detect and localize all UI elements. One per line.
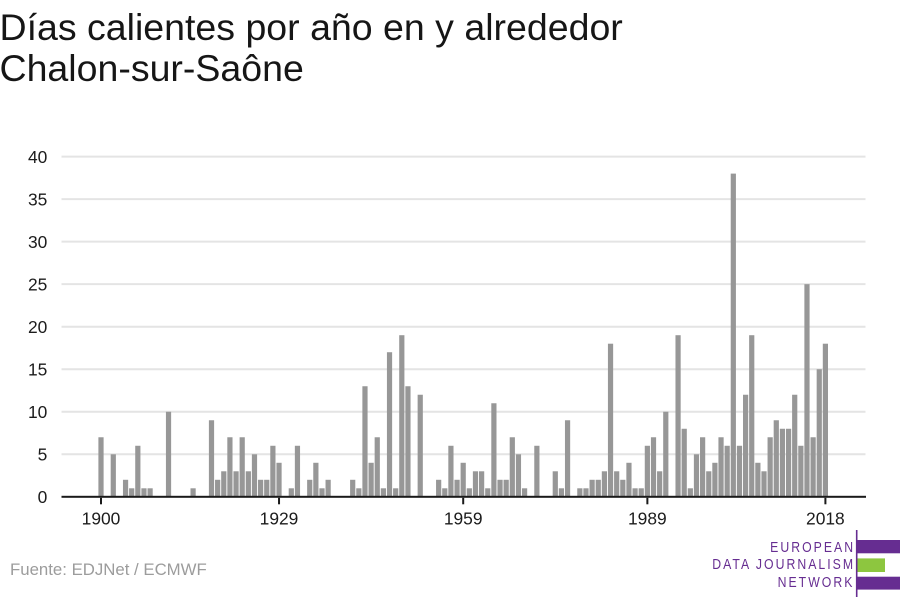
svg-text:1900: 1900 — [82, 509, 121, 529]
svg-text:40: 40 — [28, 147, 47, 167]
svg-text:2018: 2018 — [806, 509, 845, 529]
svg-text:0: 0 — [38, 487, 48, 507]
svg-text:1959: 1959 — [444, 509, 483, 529]
svg-text:30: 30 — [28, 232, 47, 252]
svg-text:1989: 1989 — [628, 509, 667, 529]
svg-text:15: 15 — [28, 360, 47, 380]
svg-text:1929: 1929 — [260, 509, 299, 529]
svg-text:5: 5 — [38, 445, 48, 465]
svg-text:25: 25 — [28, 274, 47, 294]
svg-text:10: 10 — [28, 402, 47, 422]
svg-text:20: 20 — [28, 317, 47, 337]
svg-text:35: 35 — [28, 189, 47, 209]
